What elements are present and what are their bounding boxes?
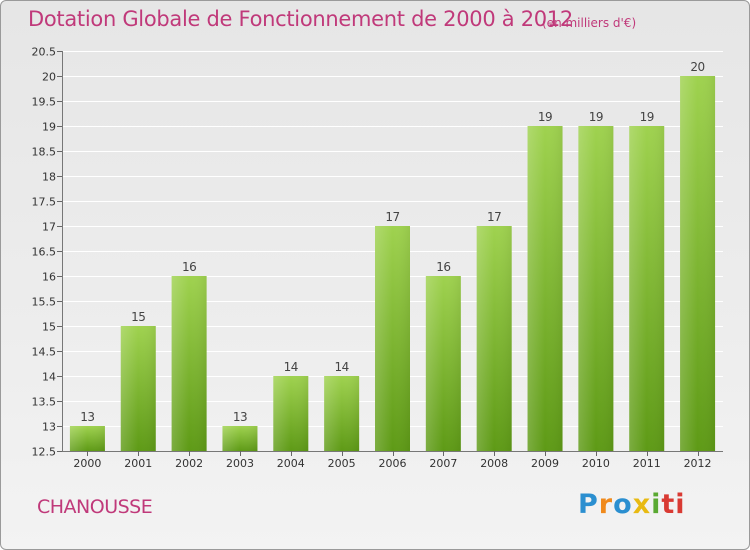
bar-shading: [578, 126, 614, 451]
y-tick-label: 13.5: [32, 396, 57, 409]
bar-shading: [680, 76, 716, 451]
chart-title: Dotation Globale de Fonctionnement de 20…: [28, 7, 573, 31]
y-tick-label: 16.5: [32, 246, 57, 259]
logo-letter: P: [578, 489, 599, 520]
bar-shading: [222, 426, 258, 451]
y-tick-label: 20: [42, 71, 56, 84]
x-tick-label: 2002: [175, 457, 203, 470]
x-tick-label: 2007: [429, 457, 457, 470]
x-tick-label: 2010: [582, 457, 610, 470]
commune-name: CHANOUSSE: [37, 496, 153, 518]
logo-letter: x: [632, 489, 652, 520]
y-tick-label: 14.5: [32, 346, 57, 359]
x-tick-label: 2005: [328, 457, 356, 470]
y-tick-label: 16: [42, 271, 56, 284]
data-label: 19: [640, 110, 654, 124]
data-label: 13: [233, 410, 247, 424]
data-label: 14: [284, 360, 298, 374]
bar-shading: [171, 276, 207, 451]
x-tick-label: 2011: [633, 457, 661, 470]
x-tick-label: 2003: [226, 457, 254, 470]
bar-shading: [69, 426, 105, 451]
y-tick-label: 12.5: [32, 446, 57, 459]
y-tick-label: 18: [42, 171, 56, 184]
data-label: 19: [589, 110, 603, 124]
y-tick-label: 17: [42, 221, 56, 234]
logo-letter: i: [651, 489, 662, 520]
data-label: 13: [80, 410, 94, 424]
bar-shading: [476, 226, 512, 451]
x-tick-label: 2001: [124, 457, 152, 470]
bar-shading: [425, 276, 461, 451]
bar-shading: [324, 376, 360, 451]
x-tick-label: 2008: [480, 457, 508, 470]
x-tick-label: 2000: [73, 457, 101, 470]
x-tick-label: 2004: [277, 457, 305, 470]
y-tick-label: 20.5: [32, 46, 57, 59]
logo-letter: o: [613, 489, 633, 520]
logo-letter: r: [598, 489, 614, 520]
data-label: 19: [538, 110, 552, 124]
y-tick-label: 17.5: [32, 196, 57, 209]
data-label: 16: [436, 260, 450, 274]
data-labels: 13 15 16 13 14 14 17 16 17 19 19 19 20: [80, 60, 705, 424]
y-tick-label: 13: [42, 421, 56, 434]
bar-shading: [527, 126, 563, 451]
y-tick-label: 15.5: [32, 296, 57, 309]
bars: [69, 76, 716, 451]
x-tick-label: 2006: [379, 457, 407, 470]
data-label: 15: [131, 310, 145, 324]
y-tick-label: 19: [42, 121, 56, 134]
chart-unit-subtitle: (en milliers d'€): [542, 16, 637, 30]
data-label: 20: [690, 60, 704, 74]
proxiti-logo[interactable]: Proxiti: [578, 489, 686, 520]
bar-shading: [375, 226, 410, 451]
bar-shading: [629, 126, 665, 451]
data-label: 14: [335, 360, 349, 374]
y-tick-label: 19.5: [32, 96, 57, 109]
logo-letter: ti: [661, 489, 686, 520]
y-tick-label: 18.5: [32, 146, 57, 159]
bar-shading: [273, 376, 309, 451]
data-label: 17: [385, 210, 399, 224]
bar-shading: [120, 326, 156, 451]
x-tick-label: 2012: [684, 457, 712, 470]
y-tick-label: 14: [42, 371, 56, 384]
x-tick-label: 2009: [531, 457, 559, 470]
data-label: 17: [487, 210, 501, 224]
data-label: 16: [182, 260, 196, 274]
axes: 12.5 13 13.5 14 14.5 15 15.5 16 16.5 17 17.5 18 18.5…: [32, 46, 723, 470]
y-tick-label: 15: [42, 321, 56, 334]
